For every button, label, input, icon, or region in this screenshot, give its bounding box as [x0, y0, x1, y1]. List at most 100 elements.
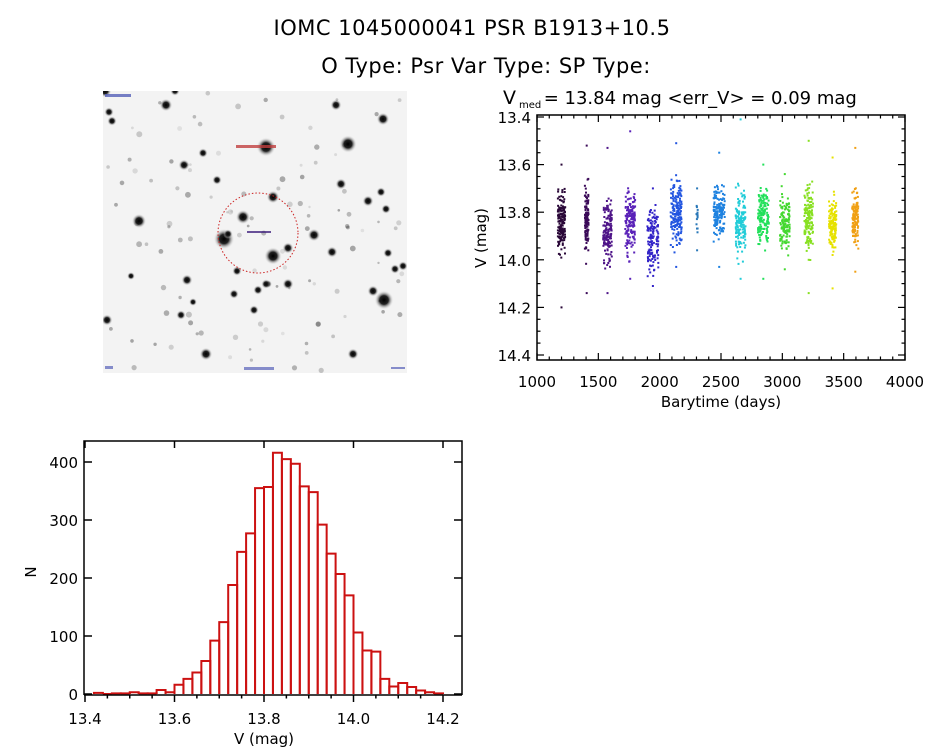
lc-point	[563, 216, 566, 219]
lc-point	[743, 235, 746, 238]
lc-point	[633, 213, 636, 216]
lc-point	[781, 201, 784, 204]
lc-point	[765, 187, 768, 190]
lc-point	[651, 216, 654, 219]
lc-point	[831, 235, 834, 238]
lc-point	[630, 216, 633, 219]
lc-point	[852, 235, 854, 237]
lc-point	[556, 229, 559, 232]
lc-point	[723, 200, 726, 203]
faint-star	[381, 310, 385, 314]
lc-point	[807, 246, 810, 249]
lc-point	[606, 206, 609, 209]
lc-point	[828, 227, 831, 230]
star	[339, 135, 357, 153]
lc-point	[829, 221, 832, 224]
lc-point	[646, 219, 649, 222]
lc-point	[811, 213, 814, 216]
lc-point	[560, 248, 563, 251]
lc-point-outlier	[854, 270, 857, 273]
lc-point	[605, 227, 608, 230]
lc-point	[584, 194, 587, 197]
faint-star	[249, 358, 253, 362]
lc-point	[679, 197, 681, 200]
lc-point	[652, 235, 655, 238]
lc-xtick-label: 1500	[579, 373, 617, 391]
lc-point-outlier	[831, 156, 834, 159]
finder-chart-svg	[98, 84, 408, 373]
lc-point	[713, 193, 716, 196]
lc-point	[719, 221, 721, 224]
lc-point	[584, 200, 587, 203]
lc-point	[696, 227, 698, 230]
lc-point	[766, 218, 769, 221]
faint-star	[377, 220, 380, 224]
lc-point	[757, 194, 760, 196]
lc-point	[677, 214, 680, 217]
lc-point	[723, 206, 725, 209]
faint-star	[257, 321, 264, 327]
faint-star	[163, 310, 170, 316]
lc-point	[806, 207, 809, 210]
lc-point	[646, 256, 649, 259]
lc-point	[808, 240, 811, 243]
lc-point	[677, 232, 680, 235]
lc-point	[786, 226, 789, 229]
lc-point	[738, 243, 740, 246]
lc-point	[786, 229, 788, 232]
hist-ytick-label: 100	[49, 628, 78, 646]
lc-point	[675, 239, 678, 242]
lc-point	[603, 241, 605, 244]
lc-point	[722, 185, 725, 188]
lc-point	[628, 239, 631, 242]
lc-point	[736, 219, 739, 222]
lc-point	[696, 212, 699, 215]
lc-point	[804, 221, 807, 224]
lc-point	[678, 192, 681, 194]
lc-point	[722, 197, 725, 200]
lc-point	[760, 225, 763, 228]
lc-point	[805, 204, 808, 207]
lc-point	[852, 228, 855, 231]
lc-point	[806, 239, 809, 242]
lc-point	[713, 195, 716, 198]
lc-point	[610, 199, 613, 202]
lc-point	[766, 214, 769, 217]
lc-point	[785, 218, 788, 221]
lc-point	[650, 235, 653, 238]
lc-point	[584, 206, 587, 208]
lc-point	[783, 241, 786, 244]
lc-point	[762, 213, 765, 216]
lc-point	[742, 241, 745, 244]
lc-point	[807, 221, 810, 224]
lc-point	[853, 197, 856, 200]
lc-point	[810, 206, 813, 209]
lc-point	[829, 240, 832, 243]
lc-point	[762, 193, 765, 196]
lc-point	[715, 206, 718, 209]
lc-point	[712, 240, 715, 243]
lc-point	[680, 205, 683, 208]
lc-point	[738, 202, 741, 205]
faint-star	[342, 188, 347, 194]
lc-point	[783, 220, 786, 223]
lc-point	[808, 212, 811, 215]
lc-point	[810, 196, 812, 199]
lc-point	[833, 236, 836, 239]
lc-point	[763, 203, 766, 206]
lc-point	[787, 203, 790, 206]
faint-star	[280, 248, 285, 254]
faint-star	[308, 205, 311, 209]
lc-point	[741, 217, 744, 220]
lc-point	[670, 196, 672, 199]
lc-point	[675, 174, 678, 177]
lc-point	[759, 238, 762, 241]
lc-point	[587, 195, 590, 198]
lc-point	[854, 228, 856, 231]
lc-point	[764, 201, 767, 204]
lc-point	[717, 216, 720, 219]
lc-point	[741, 223, 744, 226]
hist-bar	[388, 685, 400, 694]
lc-point	[721, 203, 724, 206]
lc-point	[652, 255, 654, 258]
